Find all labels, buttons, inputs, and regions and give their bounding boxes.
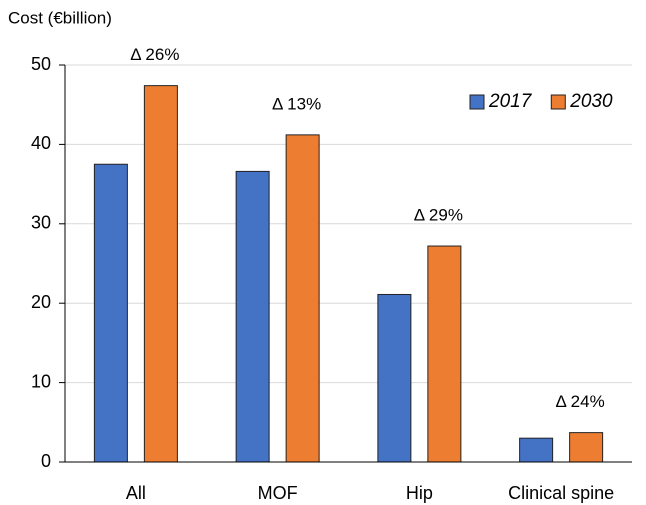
bar (377, 293, 412, 463)
x-tick-label: Clinical spine (508, 483, 614, 503)
legend-label: 2017 (488, 91, 533, 112)
bar (93, 163, 128, 463)
bar (143, 85, 178, 463)
annotation: Δ 26% (130, 45, 179, 64)
bar (285, 134, 320, 463)
y-axis-label: Cost (€billion) (8, 8, 112, 27)
annotation: Δ 13% (272, 94, 321, 113)
legend-label: 2030 (569, 91, 613, 112)
y-tick-label: 20 (31, 292, 51, 312)
y-tick-label: 30 (31, 213, 51, 233)
legend-swatch (469, 94, 485, 110)
y-tick-label: 50 (31, 54, 51, 74)
bar (427, 245, 462, 463)
legend-swatch (550, 94, 566, 110)
annotation: Δ 29% (414, 206, 463, 225)
y-tick-label: 40 (31, 133, 51, 153)
x-tick-label: MOF (258, 483, 298, 503)
bar (519, 437, 554, 463)
x-tick-label: Hip (406, 483, 433, 503)
y-tick-label: 0 (41, 451, 51, 471)
y-tick-label: 10 (31, 371, 51, 391)
x-tick-label: All (126, 483, 146, 503)
annotation: Δ 24% (556, 392, 605, 411)
bar (235, 170, 270, 463)
bar (569, 432, 604, 463)
